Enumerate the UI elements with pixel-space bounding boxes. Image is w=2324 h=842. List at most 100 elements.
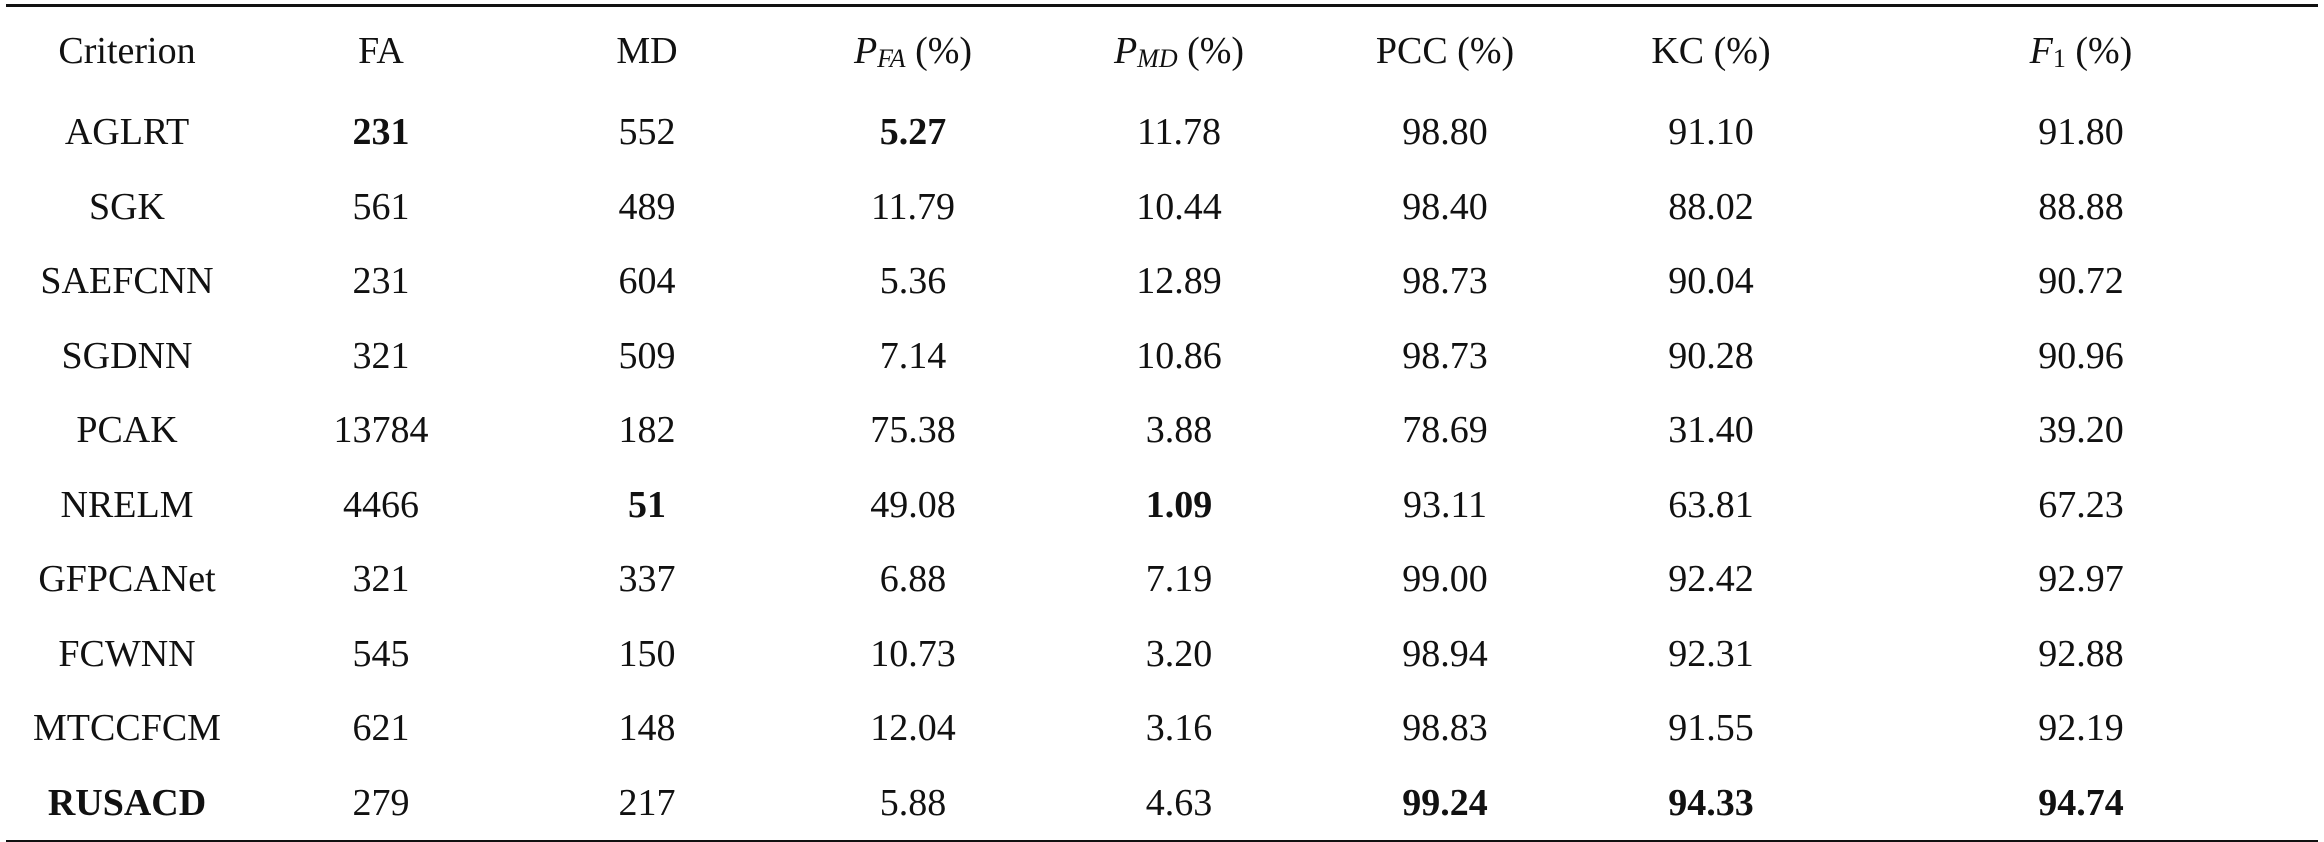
header-row: Criterion FA MD PFA (%) PMD (%) PCC (%) …: [6, 7, 2318, 95]
header-kc: KC (%): [1651, 30, 1771, 72]
table-cell: 10.44: [1136, 185, 1222, 228]
table-row: PCAK 13784 182 75.38 3.88 78.69 31.40 39.20: [6, 393, 2318, 468]
table-cell: 7.19: [1145, 558, 1213, 601]
header-f1: F1 (%): [2029, 30, 2133, 73]
table-cell: 10.73: [870, 632, 956, 675]
table-row: SGK 561 489 11.79 10.44 98.40 88.02 88.88: [6, 170, 2318, 245]
row-criterion: MTCCFCM: [33, 707, 221, 750]
table-cell: 90.72: [2038, 260, 2124, 303]
table-row: MTCCFCM 621 148 12.04 3.16 98.83 91.55 92.19: [6, 691, 2318, 766]
table-cell: 5.88: [879, 781, 947, 824]
table-cell: 604: [618, 260, 676, 303]
table-cell: 90.96: [2038, 334, 2124, 377]
table-row: NRELM 4466 51 49.08 1.09 93.11 63.81 67.23: [6, 468, 2318, 543]
row-criterion: SGDNN: [61, 334, 193, 377]
table-cell: 552: [618, 111, 676, 154]
table-cell: 88.88: [2038, 185, 2124, 228]
table-cell: 67.23: [2038, 483, 2124, 526]
table-cell: 7.14: [879, 334, 947, 377]
table-cell: 10.86: [1136, 334, 1222, 377]
table-row: FCWNN 545 150 10.73 3.20 98.94 92.31 92.88: [6, 617, 2318, 692]
table-cell: 12.04: [870, 707, 956, 750]
header-md: MD: [616, 30, 678, 72]
table-cell: 3.88: [1145, 409, 1213, 452]
table-cell: 11.79: [870, 185, 956, 228]
row-criterion: SGK: [88, 185, 166, 228]
table-cell: 39.20: [2038, 409, 2124, 452]
results-table: Criterion FA MD PFA (%) PMD (%) PCC (%) …: [6, 7, 2318, 840]
table-cell: 98.80: [1402, 111, 1488, 154]
table-cell: 231: [352, 260, 410, 303]
row-criterion: AGLRT: [64, 111, 190, 154]
table-row: GFPCANet 321 337 6.88 7.19 99.00 92.42 92.97: [6, 542, 2318, 617]
table-cell: 31.40: [1668, 409, 1754, 452]
table-row: SAEFCNN 231 604 5.36 12.89 98.73 90.04 90.72: [6, 244, 2318, 319]
row-criterion: FCWNN: [58, 632, 196, 675]
table-cell: 279: [352, 781, 410, 824]
table-cell: 93.11: [1402, 483, 1488, 526]
table-cell: 12.89: [1136, 260, 1222, 303]
table-cell: 92.31: [1668, 632, 1754, 675]
row-criterion: GFPCANet: [38, 558, 216, 601]
table-cell: 231: [352, 111, 410, 154]
results-table-container: Criterion FA MD PFA (%) PMD (%) PCC (%) …: [6, 4, 2318, 842]
table-cell: 6.88: [879, 558, 947, 601]
table-cell: 1.09: [1145, 483, 1213, 526]
table-cell: 92.19: [2038, 707, 2124, 750]
table-cell: 78.69: [1402, 409, 1488, 452]
table-cell: 182: [618, 409, 676, 452]
table-cell: 91.10: [1668, 111, 1754, 154]
table-cell: 92.42: [1668, 558, 1754, 601]
row-criterion: PCAK: [76, 409, 178, 452]
table-cell: 98.73: [1402, 334, 1488, 377]
table-cell: 98.83: [1402, 707, 1488, 750]
table-cell: 5.27: [879, 111, 947, 154]
table-cell: 51: [628, 483, 666, 526]
table-cell: 94.33: [1668, 781, 1754, 824]
table-cell: 13784: [333, 409, 429, 452]
table-cell: 94.74: [2038, 781, 2124, 824]
table-row: RUSACD 279 217 5.88 4.63 99.24 94.33 94.74: [6, 766, 2318, 841]
table-cell: 98.94: [1402, 632, 1488, 675]
header-fa: FA: [358, 30, 404, 72]
table-cell: 99.00: [1402, 558, 1488, 601]
table-cell: 63.81: [1668, 483, 1754, 526]
table-cell: 217: [618, 781, 676, 824]
table-cell: 3.16: [1145, 707, 1213, 750]
top-rule: [6, 4, 2318, 7]
table-cell: 91.55: [1668, 707, 1754, 750]
table-cell: 561: [352, 185, 410, 228]
table-cell: 5.36: [879, 260, 947, 303]
table-cell: 489: [618, 185, 676, 228]
table-cell: 148: [618, 707, 676, 750]
table-cell: 321: [352, 334, 410, 377]
row-criterion: RUSACD: [47, 781, 207, 824]
table-cell: 98.40: [1402, 185, 1488, 228]
table-cell: 4.63: [1145, 781, 1213, 824]
table-cell: 621: [352, 707, 410, 750]
header-criterion: Criterion: [58, 30, 196, 72]
table-row: SGDNN 321 509 7.14 10.86 98.73 90.28 90.96: [6, 319, 2318, 394]
table-cell: 509: [618, 334, 676, 377]
table-cell: 49.08: [870, 483, 956, 526]
table-cell: 337: [618, 558, 676, 601]
table-cell: 11.78: [1136, 111, 1222, 154]
table-cell: 98.73: [1402, 260, 1488, 303]
row-criterion: SAEFCNN: [40, 260, 214, 303]
table-cell: 90.28: [1668, 334, 1754, 377]
table-cell: 91.80: [2038, 111, 2124, 154]
table-cell: 90.04: [1668, 260, 1754, 303]
table-cell: 92.88: [2038, 632, 2124, 675]
header-pfa: PFA (%): [853, 30, 973, 73]
table-row: AGLRT 231 552 5.27 11.78 98.80 91.10 91.80: [6, 95, 2318, 170]
table-cell: 92.97: [2038, 558, 2124, 601]
header-pmd: PMD (%): [1113, 30, 1245, 73]
table-cell: 321: [352, 558, 410, 601]
table-cell: 3.20: [1145, 632, 1213, 675]
table-cell: 4466: [343, 483, 419, 526]
table-cell: 545: [352, 632, 410, 675]
header-pcc: PCC (%): [1375, 30, 1515, 72]
row-criterion: NRELM: [60, 483, 194, 526]
table-cell: 150: [618, 632, 676, 675]
table-body: AGLRT 231 552 5.27 11.78 98.80 91.10 91.80 SGK 56…: [6, 95, 2318, 840]
